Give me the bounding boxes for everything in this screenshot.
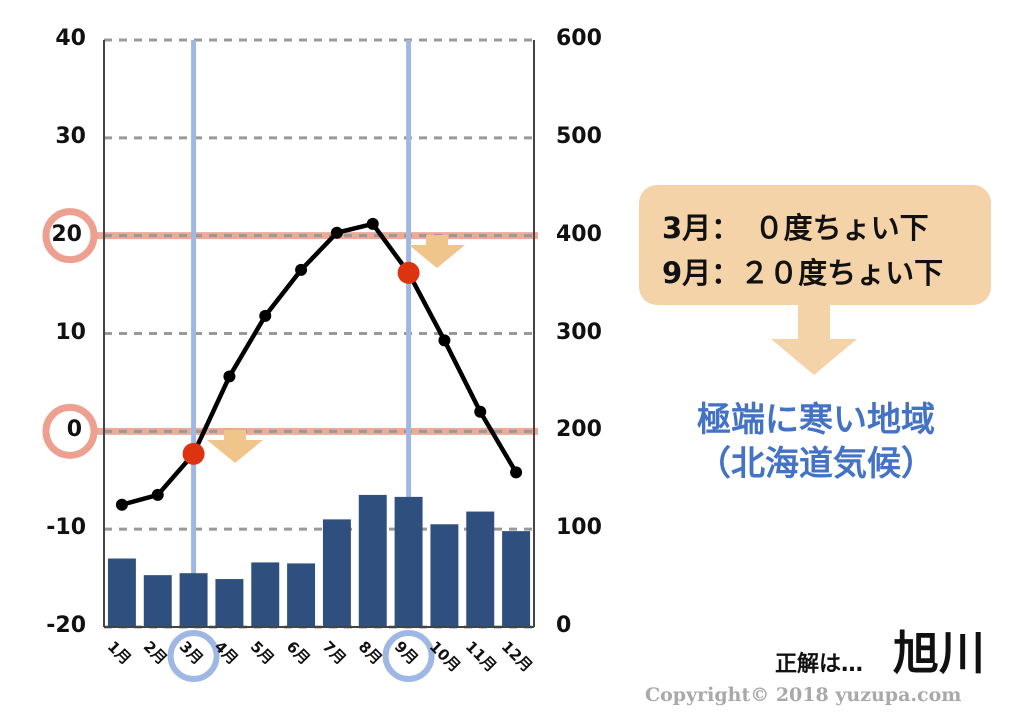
left-tick-label: -10 [46,515,86,541]
down-arrows [207,235,465,463]
callout-line-march: 3月： ０度ちょい下 [662,211,929,245]
precipitation-bar [394,496,423,627]
callout-box [639,185,991,305]
left-tick-label: 0 [66,417,82,443]
result-line-1: 極端に寒い地域 [697,400,935,440]
copyright: Copyright© 2018 yuzupa.com [645,684,962,706]
answer-label: 正解は… [775,652,864,677]
tick-highlight-circle [42,208,98,264]
precipitation-bar [251,562,280,627]
left-tick-label: 40 [55,26,86,51]
right-tick-label: 100 [556,515,602,541]
climate-chart [42,38,538,682]
left-tick-label: 10 [55,319,86,345]
precipitation-bar [215,579,244,627]
precipitation-bar [287,563,316,627]
precipitation-bar [143,575,172,627]
down-arrow-icon [409,235,465,268]
precipitation-bar [358,494,387,627]
temperature-point [259,309,272,322]
temperature-point [366,217,379,230]
precipitation-bar [502,531,531,627]
right-tick-label: 200 [556,417,602,443]
precipitation-bar [179,573,208,627]
temperature-point [223,370,236,383]
temperature-point [510,466,523,479]
temperature-line [115,217,523,511]
left-tick-label: 30 [55,123,86,149]
temperature-point [151,488,164,501]
right-tick-label: 600 [556,26,602,51]
answer-value: 旭川 [893,626,985,680]
temperature-point [115,498,128,511]
left-tick-label: 20 [51,221,82,247]
precipitation-bar [107,558,136,627]
highlight-point [397,261,420,284]
reference-lines [96,232,538,435]
down-arrow-icon [771,305,857,375]
axes [103,40,535,628]
temperature-polyline [121,221,519,507]
right-tick-label: 400 [556,221,602,247]
callout-line-september: 9月：２０度ちょい下 [662,256,944,290]
temperature-point [330,226,343,239]
left-tick-label: -20 [46,613,86,638]
down-arrow-icon [207,430,263,463]
right-tick-label: 300 [556,319,602,345]
month-highlight-circle [382,630,435,682]
month-highlight-circle [167,630,220,682]
precipitation-bars [107,494,531,627]
precipitation-bar [466,511,495,627]
right-tick-label: 0 [556,613,572,638]
precipitation-bar [430,524,459,627]
right-tick-label: 500 [556,123,602,149]
highlight-circles [42,208,435,682]
highlight-point [182,442,205,465]
temperature-point [474,405,487,418]
temperature-point [438,334,451,347]
tick-highlight-circle [42,403,98,459]
precipitation-bar [322,519,351,627]
result-line-2: （北海道気候） [697,444,935,484]
temperature-point [295,263,308,276]
